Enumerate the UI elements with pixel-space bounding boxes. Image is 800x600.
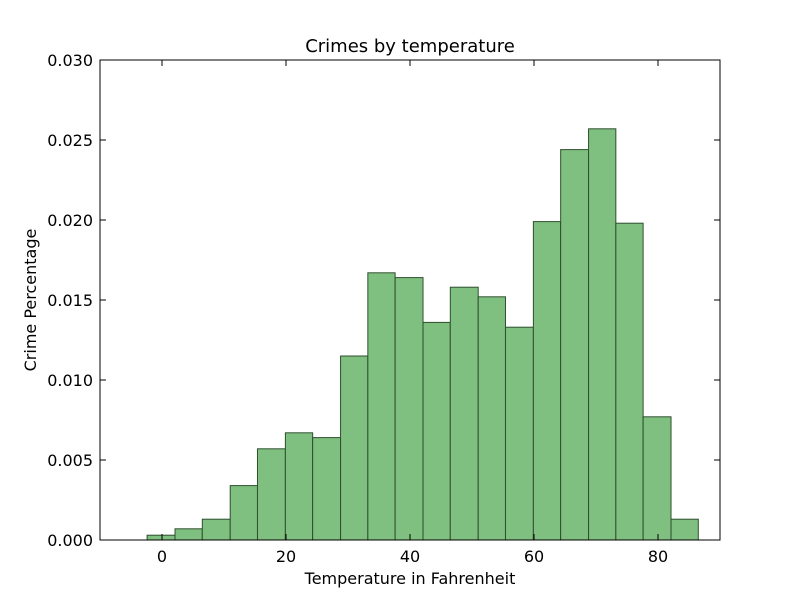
histogram-bar-14 [532, 221, 562, 541]
histogram-bar-0 [146, 534, 176, 541]
histogram-bar-16 [588, 128, 617, 541]
histogram-bar-5 [284, 432, 314, 541]
y-tick-label: 0.015 [47, 291, 93, 310]
y-tick-label: 0.010 [47, 371, 93, 390]
histogram-bar-11 [449, 286, 479, 541]
y-tick-label: 0.025 [47, 131, 93, 150]
x-tick-label: 0 [157, 547, 167, 566]
histogram-bar-2 [201, 518, 231, 541]
x-axis-ticks: 0 20 40 60 80 [157, 60, 668, 566]
histogram-bar-1 [174, 528, 203, 541]
histogram-bar-3 [229, 485, 258, 541]
chart-title: Crimes by temperature [305, 36, 515, 57]
histogram-bar-7 [340, 355, 369, 541]
y-axis-label: Crime Percentage [21, 229, 40, 372]
y-tick-label: 0.005 [47, 451, 93, 470]
x-tick-label: 60 [524, 547, 544, 566]
histogram-bar-9 [394, 277, 424, 541]
histogram-bar-13 [504, 326, 534, 541]
histogram-bar-8 [367, 272, 396, 541]
histogram-bar-19 [670, 518, 699, 541]
histogram-bar-15 [560, 149, 590, 541]
y-tick-label: 0.020 [47, 211, 93, 230]
y-axis-ticks: 0.000 0.005 0.010 0.015 0.020 0.025 0.030 [47, 51, 720, 550]
y-tick-label: 0.000 [47, 531, 93, 550]
histogram-bar-17 [615, 222, 644, 541]
x-tick-label: 40 [400, 547, 420, 566]
x-axis-label: Temperature in Fahrenheit [304, 569, 516, 588]
y-tick-label: 0.030 [47, 51, 93, 70]
x-tick-label: 20 [276, 547, 296, 566]
x-tick-label: 80 [648, 547, 668, 566]
histogram-bar-10 [422, 321, 451, 541]
bars-group [146, 128, 699, 541]
histogram-bar-12 [477, 296, 506, 541]
histogram-bar-18 [642, 416, 672, 541]
histogram-bar-6 [312, 437, 342, 541]
histogram-bar-4 [256, 448, 286, 541]
